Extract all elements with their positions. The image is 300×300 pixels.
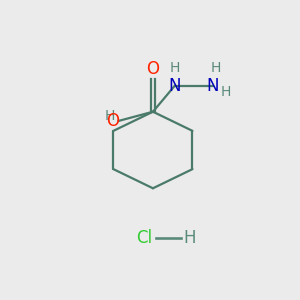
Text: H: H [184, 229, 196, 247]
Text: H: H [221, 85, 231, 99]
Text: O: O [106, 112, 119, 130]
Text: H: H [211, 61, 221, 75]
Text: N: N [169, 77, 181, 95]
Text: H: H [105, 110, 115, 124]
Text: H: H [169, 61, 180, 75]
Text: Cl: Cl [136, 229, 152, 247]
Text: N: N [207, 77, 219, 95]
Text: O: O [146, 60, 159, 78]
